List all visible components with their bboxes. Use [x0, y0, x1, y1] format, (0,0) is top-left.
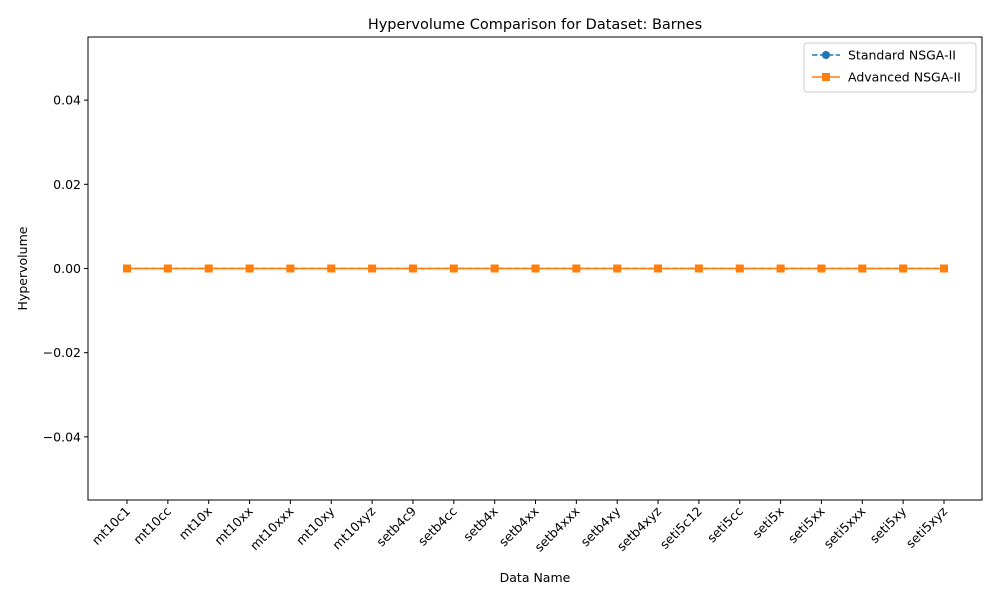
data-point [123, 264, 131, 273]
data-point [531, 264, 540, 273]
data-point [449, 264, 458, 273]
data-point [694, 264, 703, 273]
data-point [858, 264, 867, 273]
legend-label: Standard NSGA-II [848, 48, 956, 63]
legend-marker [822, 51, 830, 59]
data-point [327, 264, 336, 273]
series-advanced [123, 264, 948, 273]
data-point [408, 264, 417, 273]
y-axis-label: Hypervolume [15, 226, 30, 310]
data-point [735, 264, 744, 273]
data-point [368, 264, 377, 273]
data-point [490, 264, 499, 273]
data-point [654, 264, 663, 273]
legend: Standard NSGA-II Advanced NSGA-II [803, 42, 977, 93]
y-tick-label: 0.00 [53, 261, 81, 276]
legend-label: Advanced NSGA-II [848, 70, 961, 85]
y-tick-label: −0.04 [43, 429, 81, 444]
data-point [613, 264, 622, 273]
x-axis-label: Data Name [500, 570, 571, 585]
legend-marker [822, 73, 830, 81]
data-point [245, 264, 254, 273]
chart-title: Hypervolume Comparison for Dataset: Barn… [368, 17, 702, 33]
data-point [776, 264, 785, 273]
data-point [899, 264, 908, 273]
y-tick-label: −0.02 [43, 345, 81, 360]
data-point [817, 264, 826, 273]
legend-box [803, 42, 977, 93]
data-point [940, 264, 948, 273]
data-point [204, 264, 213, 273]
y-tick-label: 0.04 [53, 93, 81, 108]
y-axis: −0.04 −0.02 0.00 0.02 0.04 [43, 93, 88, 444]
plot-area-frame [87, 36, 983, 501]
y-tick-label: 0.02 [53, 177, 81, 192]
data-point [572, 264, 581, 273]
data-point [163, 264, 172, 273]
data-point [286, 264, 295, 273]
series-layer [123, 264, 948, 273]
